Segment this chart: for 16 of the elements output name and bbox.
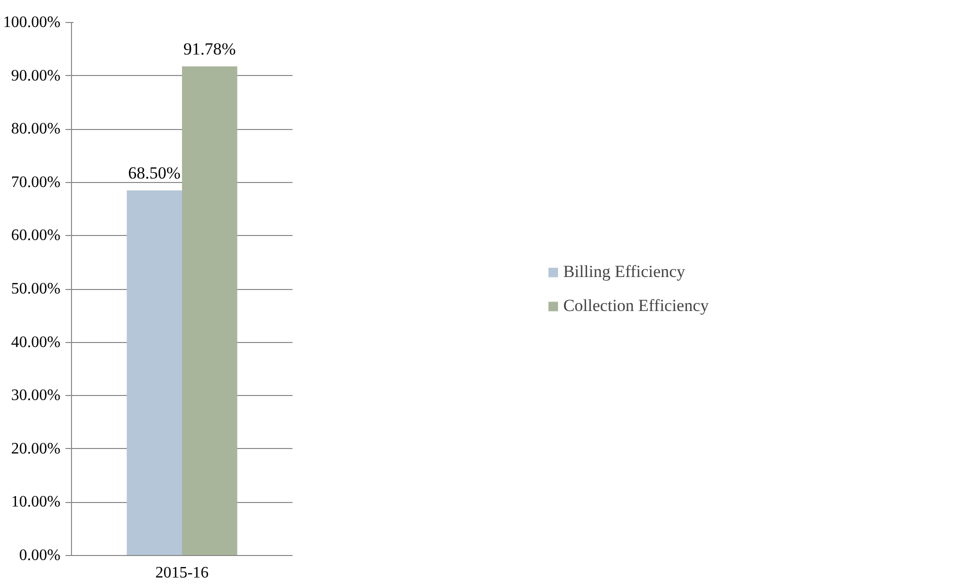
y-tick-label: 80.00% bbox=[11, 120, 60, 138]
y-tick-label: 100.00% bbox=[3, 14, 60, 31]
y-tick-label: 40.00% bbox=[11, 334, 60, 351]
y-tick-label: 30.00% bbox=[11, 387, 60, 404]
legend-label: Collection Efficiency bbox=[563, 296, 709, 316]
legend-label: Billing Efficiency bbox=[563, 262, 686, 282]
y-tick-label: 0.00% bbox=[19, 547, 60, 564]
y-tick-label: 10.00% bbox=[11, 494, 60, 511]
y-tick-label: 20.00% bbox=[11, 440, 60, 458]
y-tick-label: 70.00% bbox=[11, 174, 60, 191]
x-tick-label: 2015-16 bbox=[155, 564, 209, 582]
y-tick-label: 90.00% bbox=[11, 67, 60, 84]
y-tick-label: 60.00% bbox=[11, 227, 60, 244]
data-label: 91.78% bbox=[183, 39, 236, 58]
y-tick-label: 50.00% bbox=[11, 280, 60, 298]
data-label: 68.50% bbox=[128, 163, 181, 182]
